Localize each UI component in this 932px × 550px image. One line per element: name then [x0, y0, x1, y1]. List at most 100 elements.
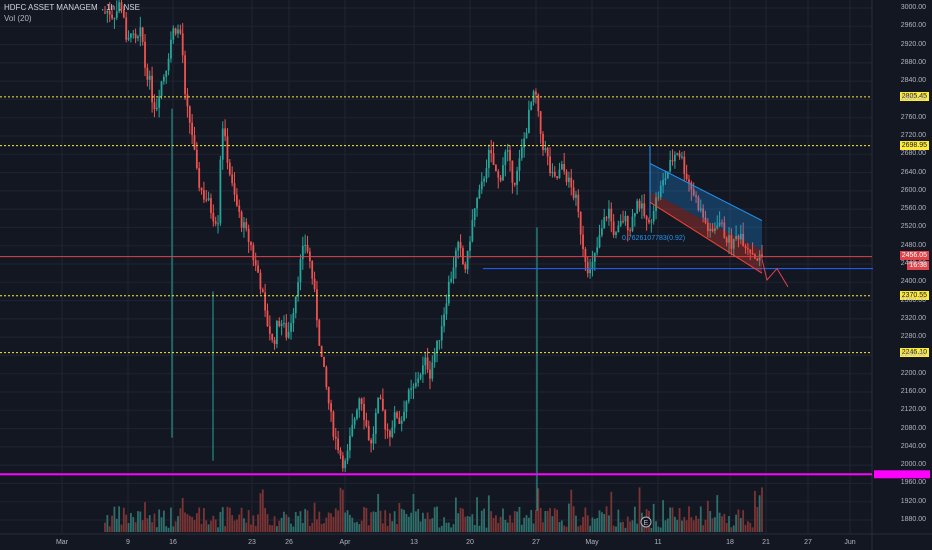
candle-body: [633, 213, 636, 217]
candle-body: [659, 185, 662, 198]
candle-body: [683, 156, 686, 174]
candle-body: [723, 222, 726, 238]
y-tick-label: 2520.00: [900, 223, 926, 231]
volume-bar: [353, 522, 356, 532]
volume-bar: [139, 511, 142, 532]
y-tick-label: 2440.00: [900, 260, 926, 267]
x-tick-label: Apr: [339, 539, 351, 546]
volume-bar: [141, 520, 144, 532]
candle-body: [485, 168, 488, 179]
candle-body: [615, 232, 617, 235]
candle-body: [351, 424, 354, 436]
volume-bar: [240, 507, 243, 532]
candle-body: [664, 178, 667, 181]
volume-bar: [714, 517, 716, 532]
candle-body: [332, 411, 335, 437]
volume-bar: [718, 512, 721, 532]
candle-body: [685, 173, 688, 180]
candle-body: [636, 200, 639, 214]
volume-bar: [144, 502, 146, 532]
volume-bar: [365, 507, 368, 532]
candle-body: [728, 235, 730, 243]
x-tick-label: 23: [248, 539, 256, 546]
candle-body: [624, 215, 627, 222]
volume-bar: [509, 515, 511, 532]
volume-bar: [374, 512, 377, 532]
volume-bar: [622, 521, 624, 532]
interval-label[interactable]: 1h: [106, 3, 116, 12]
volume-bar: [137, 511, 139, 532]
volume-bar: [699, 506, 702, 532]
volume-bar: [443, 517, 445, 532]
volume-bar: [452, 524, 455, 532]
volume-bar: [673, 516, 676, 532]
y-tick-label: 2240.00: [900, 351, 926, 359]
volume-bar: [570, 489, 573, 532]
volume-bar: [454, 497, 457, 532]
x-tick-label: 21: [762, 539, 770, 546]
candle-body: [626, 215, 629, 231]
volume-bar: [429, 519, 431, 532]
candle-body: [393, 412, 396, 428]
volume-bar: [462, 508, 464, 532]
volume-bar: [360, 520, 363, 532]
candle-body: [600, 228, 603, 236]
volume-bar: [184, 512, 186, 532]
candle-body: [191, 122, 194, 136]
candle-body: [551, 171, 554, 173]
volume-bar: [754, 490, 756, 532]
candle-body: [629, 230, 632, 232]
candle-body: [160, 81, 163, 96]
candle-body: [266, 310, 269, 327]
volume-bar: [118, 506, 121, 532]
candle-body: [137, 36, 139, 39]
volume-bar: [586, 515, 589, 532]
candle-body: [304, 244, 307, 246]
candle-body: [316, 289, 318, 321]
candle-body: [120, 2, 123, 10]
volume-bar: [749, 522, 752, 532]
volume-bar: [744, 524, 747, 532]
volume-bar: [502, 508, 504, 532]
countdown-label: 16:38: [907, 260, 929, 270]
candle-body: [419, 374, 422, 379]
chart-header: HDFC ASSET MANAGEM, 1h, NSE: [4, 3, 140, 12]
candle-body: [652, 211, 655, 222]
candle-body: [591, 261, 594, 270]
symbol-name[interactable]: HDFC ASSET MANAGEM: [4, 3, 98, 12]
volume-bar: [721, 516, 723, 532]
candle-body: [678, 153, 681, 157]
volume-bar: [761, 487, 763, 532]
y-tick-label: 2120.00: [900, 406, 926, 414]
volume-bar: [568, 503, 570, 532]
volume-bar: [678, 508, 681, 532]
volume-indicator-label[interactable]: Vol (20): [4, 14, 32, 23]
candle-body: [111, 14, 113, 19]
candle-body: [471, 219, 474, 242]
volume-bar: [167, 527, 170, 532]
volume-bar: [162, 510, 165, 532]
volume-bar: [214, 519, 217, 532]
volume-bar: [527, 517, 530, 532]
volume-bar: [666, 518, 669, 532]
channel-upper-fill: [650, 163, 762, 251]
candle-body: [162, 76, 165, 82]
volume-bar: [146, 518, 149, 532]
volume-bar: [685, 520, 688, 532]
candle-body: [398, 417, 401, 424]
candle-body: [290, 323, 292, 332]
volume-bar: [464, 516, 467, 532]
volume-bar: [542, 522, 544, 532]
x-tick-label: 27: [532, 539, 540, 546]
candle-body: [108, 11, 111, 15]
volume-bar: [134, 522, 137, 532]
volume-bar: [650, 527, 653, 532]
volume-bar: [221, 507, 224, 532]
fib-ratio-label: 0.7626107783(0.92): [622, 235, 685, 242]
y-tick-label: 2000.00: [900, 461, 926, 469]
candle-body: [139, 27, 142, 37]
candle-body: [153, 102, 156, 110]
volume-bar: [473, 524, 476, 532]
candle-body: [252, 245, 255, 261]
